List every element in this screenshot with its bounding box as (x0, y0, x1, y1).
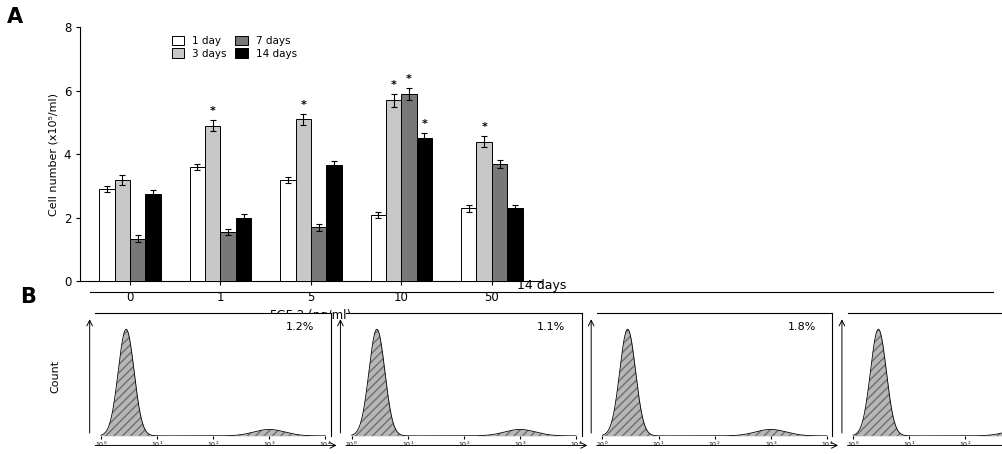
Text: B: B (20, 286, 36, 306)
Bar (507, 208, 522, 281)
Bar (99, 189, 114, 281)
Bar (491, 164, 507, 281)
Bar (401, 94, 417, 281)
Text: *: * (481, 122, 487, 132)
Bar (189, 167, 204, 281)
Text: 1.2%: 1.2% (286, 322, 315, 332)
Bar (326, 165, 342, 281)
X-axis label: FGF-2 (ng/ml): FGF-2 (ng/ml) (271, 309, 351, 322)
Text: *: * (209, 106, 215, 116)
Text: 1.1%: 1.1% (536, 322, 565, 332)
Text: *: * (300, 100, 306, 110)
Text: A: A (6, 7, 22, 27)
Bar (204, 126, 220, 281)
Text: 1.8%: 1.8% (787, 322, 816, 332)
Bar (386, 100, 401, 281)
Text: *: * (406, 74, 412, 84)
Text: *: * (421, 119, 427, 129)
Bar (130, 239, 145, 281)
Bar (235, 218, 250, 281)
Text: *: * (391, 80, 396, 90)
Bar (371, 215, 386, 281)
Bar (114, 180, 130, 281)
Bar (145, 194, 160, 281)
Legend: 1 day, 3 days, 7 days, 14 days: 1 day, 3 days, 7 days, 14 days (168, 32, 300, 62)
Bar (280, 180, 296, 281)
Text: Count: Count (50, 360, 60, 393)
Bar (417, 138, 432, 281)
Bar (296, 119, 311, 281)
Y-axis label: Cell number (x10⁵/ml): Cell number (x10⁵/ml) (48, 93, 58, 216)
Text: 14 days: 14 days (516, 279, 566, 292)
Text: FGF-2 (0ng/ml): FGF-2 (0ng/ml) (211, 312, 300, 326)
Bar (220, 232, 235, 281)
Bar (311, 227, 326, 281)
Text: FGF-2 (10ng/ml): FGF-2 (10ng/ml) (698, 312, 795, 326)
Bar (461, 208, 476, 281)
Bar (476, 142, 491, 281)
